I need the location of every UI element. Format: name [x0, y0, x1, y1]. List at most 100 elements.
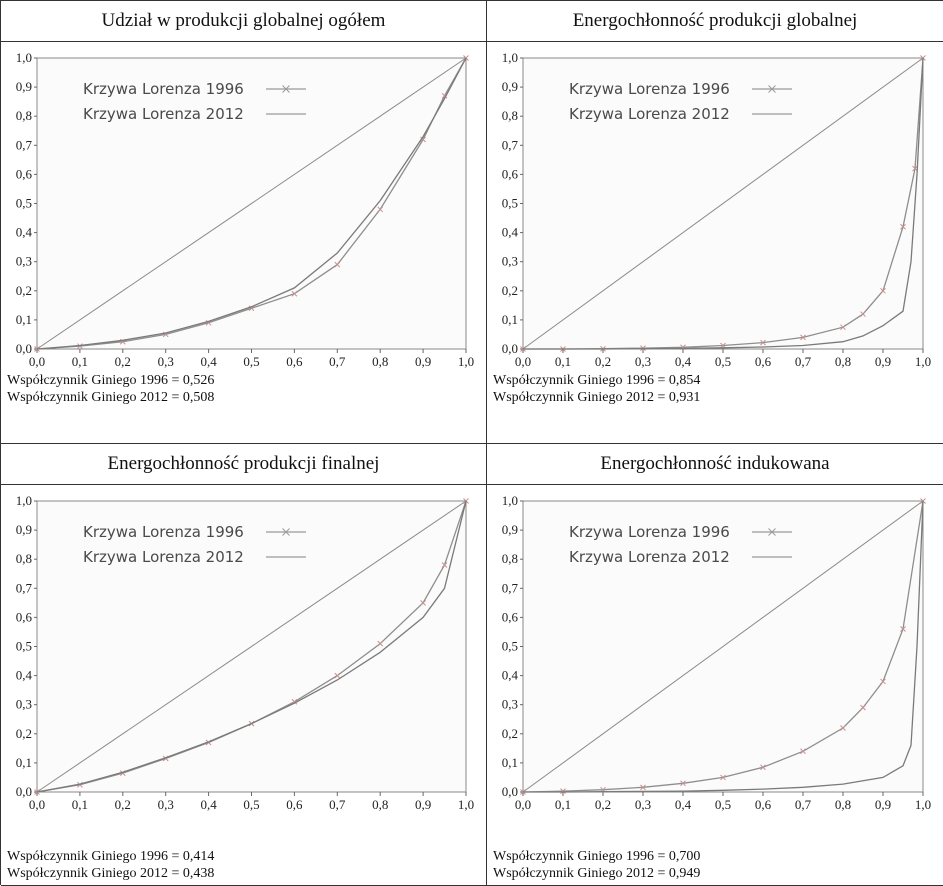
panel-bottom-right: Energochłonność indukowana 0,0 0,1 0,2 0,3 0…	[487, 444, 943, 886]
y-tick-label: 0,3	[16, 697, 32, 712]
data-point-marker	[441, 562, 448, 568]
data-point-marker	[900, 626, 906, 632]
x-tick-label: 0,5	[243, 354, 259, 369]
x-tick-label: 0,7	[795, 797, 812, 812]
data-point-marker	[560, 788, 566, 794]
lorenz-chart-final-energy-intensity: 0,0 0,1 0,2 0,3 0,4 0,5 0,6 0,7 0,8 0,9 1,0 0,0 0,1 0…	[16, 493, 474, 812]
y-tick-label: 0,4	[502, 668, 519, 683]
data-point-marker	[900, 223, 906, 230]
y-tick-label: 0,4	[16, 225, 33, 240]
y-tick-label: 0,5	[16, 196, 32, 211]
x-tick-label: 0,9	[415, 797, 431, 812]
y-tick-label: 0,2	[16, 726, 32, 741]
y-tick-label: 0,5	[16, 639, 32, 654]
y-tick-label: 0,7	[502, 137, 519, 152]
legend-entry-marker	[768, 85, 776, 93]
x-tick-label: 0,2	[595, 797, 611, 812]
gini-2012: Współczynnik Giniego 2012 = 0,949	[493, 866, 701, 881]
lorenz-line-2	[36, 57, 467, 350]
gini-2012: Współczynnik Giniego 2012 = 0,438	[7, 866, 215, 881]
data-point-marker	[760, 339, 766, 346]
data-point-marker	[880, 678, 886, 685]
panel-top-right: Energochłonność produkcji globalnej 0,0 0…	[487, 1, 943, 444]
x-tick-label: 0,6	[755, 797, 772, 812]
x-tick-label: 0,2	[595, 354, 611, 369]
legend-entry-label: Krzywa Lorenza 1996	[83, 80, 244, 98]
data-point-marker	[880, 287, 886, 294]
y-tick-label: 0,4	[502, 225, 519, 240]
x-tick-label: 1,0	[458, 354, 474, 369]
panel-title: Energochłonność indukowana	[600, 453, 830, 474]
y-tick-label: 0,8	[502, 551, 518, 566]
legend-entry-marker	[282, 85, 290, 93]
title-divider	[1, 41, 486, 42]
data-point-marker	[720, 774, 726, 781]
x-tick-label: 0,0	[29, 354, 45, 369]
lorenz-chart-global-energy-intensity: 0,0 0,1 0,2 0,3 0,4 0,5 0,6 0,7 0,8 0,9 1,0 0,0 0,1 0…	[502, 50, 931, 369]
gini-1996: Współczynnik Giniego 1996 = 0,414	[7, 849, 215, 864]
x-tick-label: 0,4	[675, 354, 692, 369]
data-point-marker	[420, 599, 426, 606]
y-tick-label: 0,8	[16, 551, 32, 566]
x-tick-label: 0,5	[715, 797, 731, 812]
legend-entry-marker	[282, 528, 290, 536]
y-tick-label: 0,6	[502, 166, 519, 181]
data-point-marker	[800, 748, 806, 755]
y-tick-label: 0,2	[502, 283, 518, 298]
gini-2012: Współczynnik Giniego 2012 = 0,931	[493, 390, 701, 405]
x-tick-label: 0,5	[243, 797, 259, 812]
x-tick-label: 0,7	[329, 797, 346, 812]
gini-notes: Współczynnik Giniego 1996 = 0,700 Współc…	[493, 848, 700, 882]
x-tick-label: 0,2	[115, 797, 131, 812]
lorenz-line-1	[36, 57, 467, 350]
title-divider	[487, 484, 943, 485]
x-tick-label: 0,8	[835, 354, 851, 369]
legend-entry-label: Krzywa Lorenza 1996	[569, 523, 730, 541]
panel-title: Udział w produkcji globalnej ogółem	[101, 10, 386, 31]
y-tick-label: 0,0	[502, 341, 518, 356]
y-tick-label: 0,3	[502, 697, 518, 712]
equality-line	[522, 500, 924, 793]
legend-entry-label: Krzywa Lorenza 2012	[569, 105, 730, 123]
lorenz-line-2	[523, 57, 924, 350]
y-tick-label: 0,8	[16, 108, 32, 123]
y-tick-label: 1,0	[502, 493, 518, 508]
x-tick-label: 0,8	[835, 797, 851, 812]
y-tick-label: 0,8	[502, 108, 518, 123]
x-tick-label: 0,3	[635, 797, 651, 812]
y-tick-label: 0,9	[502, 79, 518, 94]
panel-top-left: Udział w produkcji globalnej ogółem 0,0 0…	[1, 1, 487, 444]
x-tick-label: 1,0	[458, 797, 474, 812]
data-point-marker	[640, 784, 646, 791]
legend-entry-label: Krzywa Lorenza 1996	[569, 80, 730, 98]
legend-entry-marker	[768, 528, 776, 536]
y-tick-label: 0,6	[16, 166, 33, 181]
gini-1996: Współczynnik Giniego 1996 = 0,526	[7, 373, 215, 388]
gini-1996: Współczynnik Giniego 1996 = 0,700	[493, 849, 701, 864]
x-tick-label: 0,1	[555, 354, 571, 369]
legend-entry-label: Krzywa Lorenza 2012	[83, 105, 244, 123]
lorenz-line-2	[36, 500, 467, 793]
x-tick-label: 1,0	[915, 797, 931, 812]
y-tick-label: 0,0	[502, 784, 518, 799]
data-point-marker	[377, 206, 384, 213]
x-tick-label: 0,3	[635, 354, 651, 369]
x-tick-label: 0,4	[200, 354, 217, 369]
legend-entry-label: Krzywa Lorenza 2012	[569, 548, 730, 566]
x-tick-label: 0,0	[29, 797, 45, 812]
x-tick-label: 0,6	[286, 797, 303, 812]
x-tick-label: 0,8	[372, 354, 388, 369]
y-tick-label: 0,4	[16, 668, 33, 683]
x-tick-label: 0,6	[755, 354, 772, 369]
y-tick-label: 0,6	[502, 609, 519, 624]
lorenz-chart-global-production: 0,0 0,1 0,2 0,3 0,4 0,5 0,6 0,7 0,8 0,9 1,0 0,0 0,1 0…	[16, 50, 474, 369]
y-tick-label: 0,3	[16, 254, 32, 269]
x-tick-label: 0,1	[72, 354, 88, 369]
title-divider	[1, 484, 486, 485]
y-tick-label: 1,0	[16, 50, 32, 65]
y-tick-label: 0,1	[502, 312, 518, 327]
y-tick-label: 0,7	[502, 580, 519, 595]
data-point-marker	[860, 704, 866, 711]
lorenz-line-2	[523, 500, 924, 793]
